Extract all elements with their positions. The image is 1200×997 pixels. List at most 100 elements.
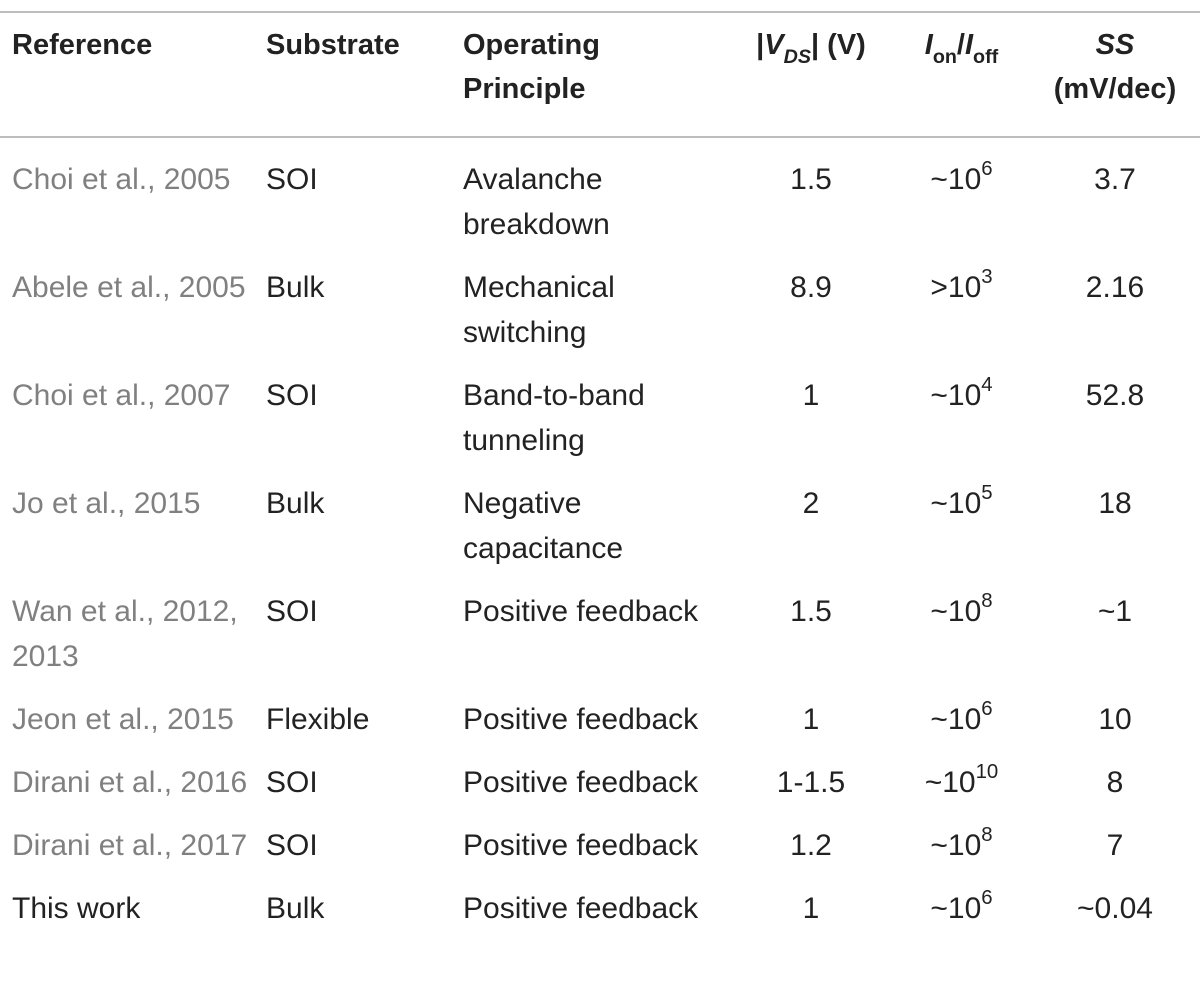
header-principle-line2: Principle <box>463 73 586 105</box>
header-vds: |VDS| (V) <box>729 23 893 136</box>
header-principle-line1: Operating <box>463 29 600 61</box>
table-header: Reference Substrate Operating Principle … <box>0 23 1200 136</box>
cell-reference: Abele et al., 2005 <box>12 271 246 304</box>
ratio-exponent: 8 <box>981 589 993 612</box>
ratio-base: ~10 <box>930 892 982 925</box>
cell-reference: Dirani et al., 2017 <box>12 829 248 862</box>
table-row: Dirani et al., 2017 SOI Positive feedback 1… <box>0 814 1200 877</box>
cell-substrate: SOI <box>266 766 318 799</box>
ratio-exponent: 6 <box>981 157 993 180</box>
header-vds-bar-right: | <box>811 29 820 61</box>
cell-vds: 2 <box>802 487 820 520</box>
cell-reference: Choi et al., 2005 <box>12 163 231 196</box>
table-header-rule <box>0 136 1200 138</box>
cell-operating-principle: Positive feedback <box>463 829 699 862</box>
cell-on-off-ratio: ~1010 <box>893 751 1030 814</box>
cell-reference: Choi et al., 2007 <box>12 379 231 412</box>
header-ratio-slash: / <box>956 29 965 61</box>
cell-substrate: Bulk <box>266 892 325 925</box>
ratio-base: ~10 <box>930 163 982 196</box>
ratio-base: ~10 <box>930 487 982 520</box>
cell-vds: 1.5 <box>790 595 832 628</box>
cell-ss: 2.16 <box>1085 271 1145 304</box>
ratio-exponent: 6 <box>981 886 993 909</box>
cell-operating-principle: Positive feedback <box>463 703 699 736</box>
table-row: This work Bulk Positive feedback 1 ~106 ~0.04 <box>0 877 1200 940</box>
ratio-base: >10 <box>930 271 982 304</box>
cell-substrate: Bulk <box>266 271 325 304</box>
ratio-base: ~10 <box>930 379 982 412</box>
table-top-rule <box>0 11 1200 13</box>
header-operating-principle: Operating Principle <box>451 23 729 136</box>
cell-vds: 1.5 <box>790 163 832 196</box>
header-vds-sub: DS <box>783 45 811 68</box>
cell-ss: ~1 <box>1097 595 1133 628</box>
cell-operating-principle: Avalanche breakdown <box>463 163 610 241</box>
cell-substrate: SOI <box>266 829 318 862</box>
ratio-exponent: 10 <box>975 760 999 783</box>
table-row: Jo et al., 2015 Bulk Negative capacitance 2… <box>0 472 1200 580</box>
header-ss-line1: SS <box>1095 29 1135 61</box>
cell-operating-principle: Negative capacitance <box>463 487 624 565</box>
header-ioff-sub: off <box>973 45 999 68</box>
ratio-exponent: 4 <box>981 373 993 396</box>
cell-on-off-ratio: >103 <box>893 256 1030 364</box>
table-row: Dirani et al., 2016 SOI Positive feedback 1… <box>0 751 1200 814</box>
cell-on-off-ratio: ~106 <box>893 136 1030 256</box>
cell-vds: 1 <box>802 379 820 412</box>
header-ion-symbol: I <box>924 29 933 61</box>
header-substrate: Substrate <box>266 29 400 61</box>
cell-vds: 1 <box>802 703 820 736</box>
cell-vds: 8.9 <box>790 271 832 304</box>
table-body: Choi et al., 2005 SOI Avalanche breakdown 1… <box>0 136 1200 940</box>
ratio-base: ~10 <box>930 703 982 736</box>
cell-ss: 3.7 <box>1094 163 1136 196</box>
cell-on-off-ratio: ~108 <box>893 580 1030 688</box>
cell-substrate: SOI <box>266 163 318 196</box>
header-row: Reference Substrate Operating Principle … <box>0 23 1200 136</box>
cell-operating-principle: Positive feedback <box>463 892 699 925</box>
header-ion-sub: on <box>932 45 957 68</box>
cell-operating-principle: Positive feedback <box>463 766 699 799</box>
header-vds-bar-left: | <box>756 29 765 61</box>
ratio-base: ~10 <box>924 766 976 799</box>
ratio-base: ~10 <box>930 829 982 862</box>
ratio-exponent: 6 <box>981 697 993 720</box>
cell-substrate: SOI <box>266 595 318 628</box>
cell-ss: 18 <box>1098 487 1132 520</box>
header-reference: Reference <box>12 29 153 61</box>
header-on-off-ratio: Ion/Ioff <box>893 23 1030 136</box>
cell-operating-principle: Mechanical switching <box>463 271 615 349</box>
header-ioff-symbol: I <box>964 29 974 61</box>
cell-operating-principle: Band-to-band tunneling <box>463 379 645 457</box>
table-row: Wan et al., 2012, 2013 SOI Positive feedba… <box>0 580 1200 688</box>
comparison-table: Reference Substrate Operating Principle … <box>0 23 1200 940</box>
cell-ss: ~0.04 <box>1077 892 1153 925</box>
table-row: Choi et al., 2007 SOI Band-to-band tunneli… <box>0 364 1200 472</box>
table-row: Abele et al., 2005 Bulk Mechanical switchi… <box>0 256 1200 364</box>
cell-substrate: Flexible <box>266 703 370 736</box>
cell-substrate: SOI <box>266 379 318 412</box>
cell-operating-principle: Positive feedback <box>463 595 699 628</box>
cell-on-off-ratio: ~106 <box>893 877 1030 940</box>
ratio-exponent: 3 <box>981 265 993 288</box>
ratio-base: ~10 <box>930 595 982 628</box>
cell-ss: 52.8 <box>1085 379 1145 412</box>
cell-ss: 8 <box>1106 766 1124 799</box>
header-vds-unit: (V) <box>819 29 866 61</box>
cell-reference: This work <box>12 892 141 925</box>
cell-on-off-ratio: ~108 <box>893 814 1030 877</box>
cell-on-off-ratio: ~106 <box>893 688 1030 751</box>
cell-on-off-ratio: ~104 <box>893 364 1030 472</box>
cell-ss: 10 <box>1098 703 1132 736</box>
header-ss: SS (mV/dec) <box>1030 23 1200 136</box>
cell-vds: 1.2 <box>790 829 832 862</box>
table-row: Choi et al., 2005 SOI Avalanche breakdown 1… <box>0 136 1200 256</box>
cell-reference: Dirani et al., 2016 <box>12 766 248 799</box>
cell-on-off-ratio: ~105 <box>893 472 1030 580</box>
cell-reference: Wan et al., 2012, 2013 <box>12 595 238 673</box>
cell-vds: 1-1.5 <box>776 766 846 799</box>
cell-substrate: Bulk <box>266 487 325 520</box>
ratio-exponent: 8 <box>981 823 993 846</box>
cell-vds: 1 <box>802 892 820 925</box>
